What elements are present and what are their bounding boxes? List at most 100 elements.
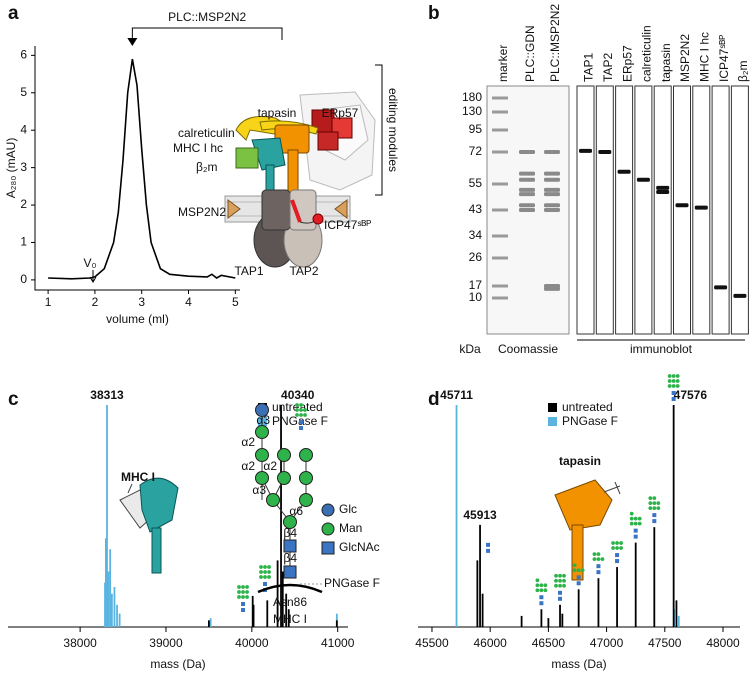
band <box>544 192 560 197</box>
band <box>733 293 747 298</box>
annotation: PLC::MSP2N2 <box>168 10 246 24</box>
decoration <box>667 384 672 388</box>
decoration <box>539 595 544 600</box>
decoration <box>303 408 307 412</box>
decoration <box>295 408 299 412</box>
decoration <box>619 541 623 545</box>
decoration <box>633 528 638 533</box>
decoration <box>562 573 566 578</box>
decoration <box>634 85 653 335</box>
decoration <box>675 384 680 388</box>
decoration <box>558 578 562 583</box>
decoration <box>572 568 577 573</box>
inset-label: Asn86 <box>273 595 307 609</box>
decoration <box>633 521 638 526</box>
decoration <box>671 391 676 395</box>
decoration <box>266 493 280 507</box>
decoration <box>629 521 634 526</box>
x-tick-label: 5 <box>232 295 239 309</box>
x-tick-label: 2 <box>92 295 99 309</box>
decoration <box>257 583 323 594</box>
decoration <box>267 575 271 579</box>
decoration <box>299 493 313 507</box>
decoration <box>131 27 283 44</box>
x-tick-label: 45500 <box>415 636 449 650</box>
ladder-band <box>492 182 508 186</box>
decoration <box>283 515 297 529</box>
decoration <box>600 557 605 562</box>
decoration <box>535 583 540 588</box>
mhc-icon <box>119 477 179 574</box>
inset-label: tapasin <box>258 106 297 120</box>
decoration <box>263 582 268 586</box>
decoration <box>295 403 299 407</box>
band <box>579 148 592 153</box>
decoration <box>562 583 566 588</box>
ladder-band <box>492 208 508 212</box>
decoration <box>554 573 558 578</box>
y-axis-label: A₂₈₀ (mAU) <box>4 138 18 199</box>
panel-letter: d <box>428 389 440 410</box>
decoration <box>667 374 672 378</box>
decoration <box>652 501 657 505</box>
decoration <box>241 602 246 606</box>
decoration <box>255 448 269 462</box>
decoration <box>277 448 291 462</box>
band <box>617 169 631 174</box>
decoration <box>671 374 676 378</box>
decoration <box>615 553 620 558</box>
decoration <box>576 581 581 586</box>
decoration <box>299 413 303 417</box>
x-tick-label: 47000 <box>590 636 624 650</box>
band <box>544 177 560 182</box>
x-tick-label: 48000 <box>706 636 740 650</box>
inset-label: tapasin <box>559 454 601 468</box>
decoration <box>730 85 749 335</box>
decoration <box>303 413 307 417</box>
band <box>519 177 535 182</box>
y-tick-label: 1 <box>20 235 27 249</box>
x-tick-label: 46000 <box>473 636 507 650</box>
band <box>675 203 689 208</box>
ladder-band <box>492 234 508 238</box>
x-tick-label: 46500 <box>532 636 566 650</box>
lane-label: β₂m <box>736 60 750 82</box>
y-tick-label: 3 <box>20 160 27 174</box>
decoration <box>592 552 597 557</box>
band <box>714 285 728 290</box>
decoration <box>283 565 297 579</box>
decoration <box>486 542 491 547</box>
decoration <box>558 596 563 601</box>
inset-label: calreticulin <box>178 126 235 140</box>
y-tick-label: 43 <box>469 202 483 216</box>
decoration <box>558 583 562 588</box>
decoration <box>671 397 676 401</box>
decoration <box>299 448 313 462</box>
linkage-label: α2 <box>241 459 255 473</box>
inset-label: MSP2N2 <box>178 205 226 219</box>
linkage-label: α6 <box>289 504 303 518</box>
decoration <box>321 522 335 536</box>
inset-label: MHC I <box>121 470 155 484</box>
lane-label: tapasin <box>659 43 673 82</box>
inset-label: ICP47ˢᴮᴾ <box>324 218 371 232</box>
decoration <box>615 541 619 545</box>
x-tick-label: 40000 <box>235 636 269 650</box>
decoration <box>283 539 297 553</box>
lane-label: calreticulin <box>640 25 654 82</box>
decoration <box>241 595 245 599</box>
decoration <box>596 557 601 562</box>
decoration <box>653 85 672 335</box>
band <box>544 187 560 192</box>
lane-label: ERp57 <box>620 45 634 82</box>
decoration <box>596 552 601 557</box>
inset-label: ERp57 <box>322 106 359 120</box>
decoration <box>648 506 653 510</box>
glycan-legend-label: Man <box>339 521 362 535</box>
decoration <box>554 583 558 588</box>
decoration <box>486 548 491 553</box>
linkage-label: α3 <box>256 413 270 427</box>
y-tick-label: 5 <box>20 85 27 99</box>
axis-frame <box>34 46 240 291</box>
